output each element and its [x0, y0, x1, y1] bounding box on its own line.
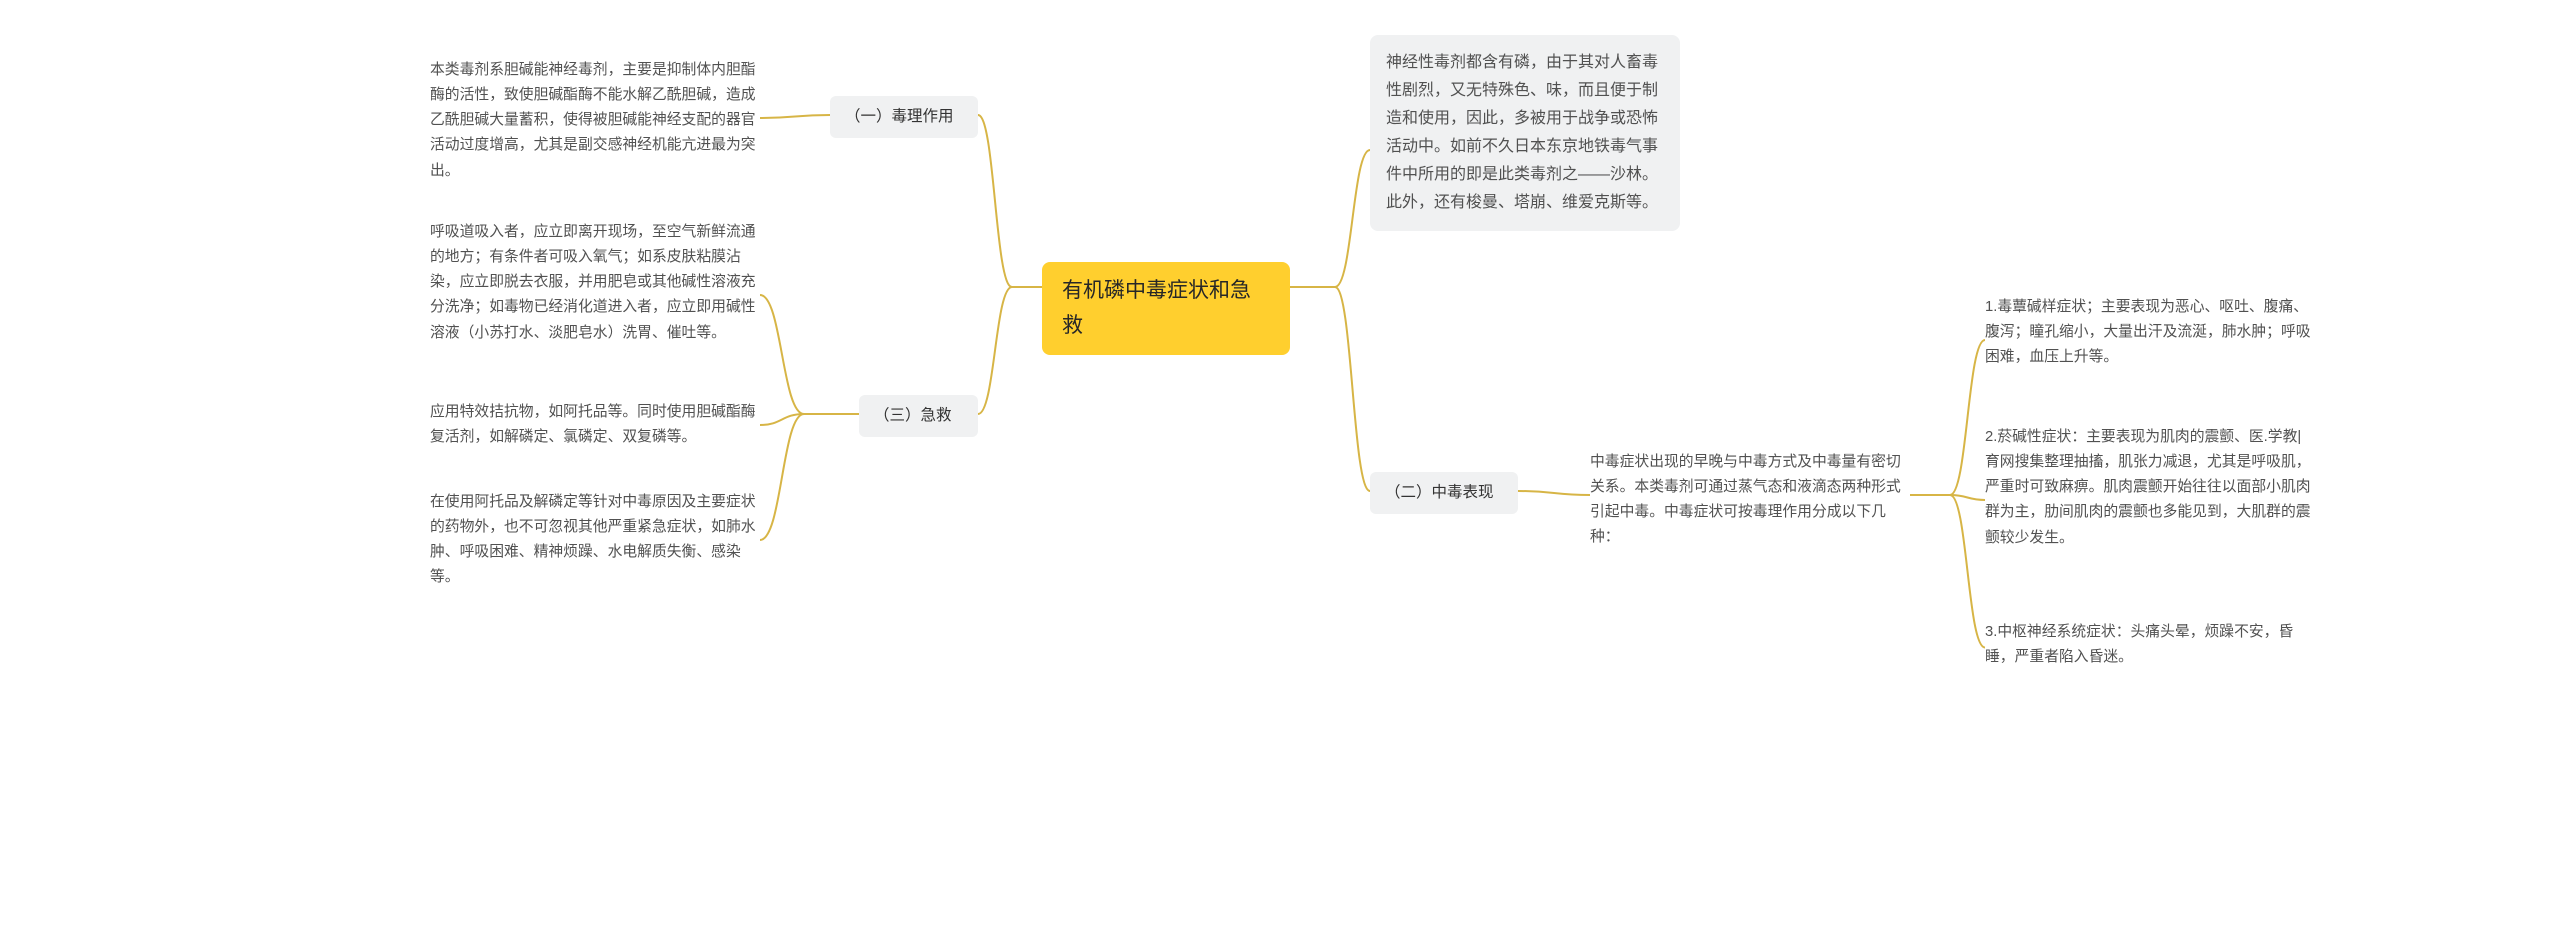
branch-firstaid: （三）急救	[859, 395, 978, 437]
mindmap-canvas: 有机磷中毒症状和急救 神经性毒剂都含有磷，由于其对人畜毒性剧烈，又无特殊色、味，…	[0, 0, 2560, 939]
firstaid-leaf-1: 呼吸道吸入者，应立即离开现场，至空气新鲜流通的地方；有条件者可吸入氧气；如系皮肤…	[430, 220, 760, 346]
symptoms-leaf-3: 3.中枢神经系统症状：头痛头晕，烦躁不安，昏睡，严重者陷入昏迷。	[1985, 620, 2315, 670]
symptoms-desc: 中毒症状出现的早晚与中毒方式及中毒量有密切关系。本类毒剂可通过蒸气态和液滴态两种…	[1590, 450, 1910, 551]
symptoms-leaf-2: 2.菸碱性症状：主要表现为肌肉的震颤、医.学教|育网搜集整理抽搐，肌张力减退，尤…	[1985, 425, 2315, 551]
symptoms-leaf-1: 1.毒蕈碱样症状；主要表现为恶心、呕吐、腹痛、腹泻；瞳孔缩小，大量出汗及流涎，肺…	[1985, 295, 2315, 370]
branch-symptoms: （二）中毒表现	[1370, 472, 1518, 514]
intro-node: 神经性毒剂都含有磷，由于其对人畜毒性剧烈，又无特殊色、味，而且便于制造和使用，因…	[1370, 35, 1680, 231]
toxicology-desc: 本类毒剂系胆碱能神经毒剂，主要是抑制体内胆酯酶的活性，致使胆碱酯酶不能水解乙酰胆…	[430, 58, 760, 184]
firstaid-leaf-2: 应用特效拮抗物，如阿托品等。同时使用胆碱酯酶复活剂，如解磷定、氯磷定、双复磷等。	[430, 400, 760, 450]
branch-toxicology: （一）毒理作用	[830, 96, 978, 138]
center-node: 有机磷中毒症状和急救	[1042, 262, 1290, 355]
firstaid-leaf-3: 在使用阿托品及解磷定等针对中毒原因及主要症状的药物外，也不可忽视其他严重紧急症状…	[430, 490, 760, 591]
